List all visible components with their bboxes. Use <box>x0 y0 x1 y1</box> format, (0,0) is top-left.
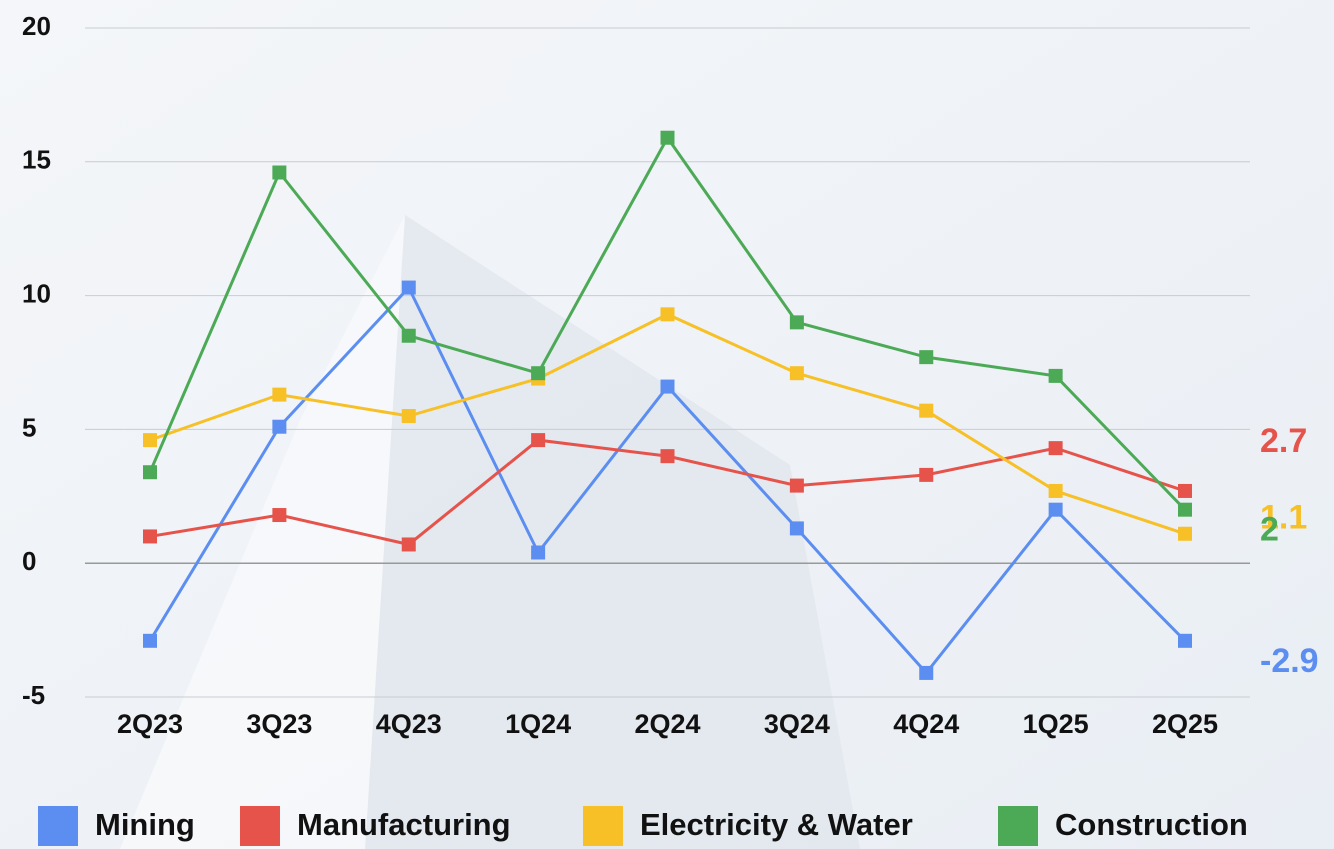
point <box>1049 503 1063 517</box>
point <box>661 131 675 145</box>
point <box>143 634 157 648</box>
legend-label: Construction <box>1055 807 1248 842</box>
point <box>531 433 545 447</box>
legend-swatch <box>583 806 623 846</box>
point <box>143 465 157 479</box>
point <box>272 508 286 522</box>
point <box>919 404 933 418</box>
point <box>1178 503 1192 517</box>
legend-swatch <box>998 806 1038 846</box>
point <box>402 329 416 343</box>
point <box>919 468 933 482</box>
point <box>402 409 416 423</box>
legend-swatch <box>240 806 280 846</box>
y-tick-label: 10 <box>22 278 51 308</box>
x-tick-label: 3Q23 <box>246 709 312 739</box>
chart: -5 0 5 10 15 20 2Q23 3Q23 4Q23 1Q24 2Q24 3Q24 4Q24 1Q… <box>0 0 1334 849</box>
point <box>402 281 416 295</box>
point <box>143 433 157 447</box>
point <box>790 479 804 493</box>
point <box>1178 484 1192 498</box>
y-tick-label: 0 <box>22 546 36 576</box>
y-tick-label: 15 <box>22 145 51 175</box>
x-tick-label: 4Q24 <box>893 709 959 739</box>
x-tick-label: 2Q23 <box>117 709 183 739</box>
point <box>661 380 675 394</box>
legend-label: Mining <box>95 807 195 842</box>
point <box>919 350 933 364</box>
point <box>1178 527 1192 541</box>
point <box>661 307 675 321</box>
end-label: 2 <box>1260 511 1279 549</box>
point <box>143 529 157 543</box>
point <box>272 166 286 180</box>
point <box>790 315 804 329</box>
x-tick-label: 2Q25 <box>1152 709 1218 739</box>
point <box>790 521 804 535</box>
point <box>661 449 675 463</box>
point <box>1049 369 1063 383</box>
y-tick-label: 5 <box>22 412 36 442</box>
y-tick-label: 20 <box>22 11 51 41</box>
point <box>1178 634 1192 648</box>
point <box>402 537 416 551</box>
point <box>919 666 933 680</box>
point <box>790 366 804 380</box>
end-label: -2.9 <box>1260 642 1319 680</box>
legend-label: Manufacturing <box>297 807 511 842</box>
point <box>272 420 286 434</box>
y-tick-label: -5 <box>22 680 45 710</box>
x-tick-label: 1Q24 <box>505 709 571 739</box>
x-tick-label: 4Q23 <box>376 709 442 739</box>
point <box>531 366 545 380</box>
x-tick-label: 1Q25 <box>1023 709 1089 739</box>
x-tick-label: 3Q24 <box>764 709 830 739</box>
legend-swatch <box>38 806 78 846</box>
point <box>531 545 545 559</box>
end-label: 2.7 <box>1260 422 1307 460</box>
point <box>1049 441 1063 455</box>
legend-label: Electricity & Water <box>640 807 913 842</box>
point <box>1049 484 1063 498</box>
point <box>272 388 286 402</box>
x-tick-label: 2Q24 <box>634 709 700 739</box>
